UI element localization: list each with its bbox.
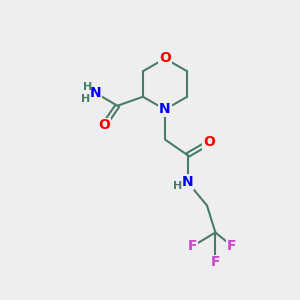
Text: N: N xyxy=(90,86,102,100)
Text: F: F xyxy=(188,239,198,253)
Text: N: N xyxy=(182,175,193,189)
Text: H: H xyxy=(173,181,182,191)
Text: O: O xyxy=(203,136,215,149)
Text: O: O xyxy=(98,118,110,132)
Text: F: F xyxy=(211,256,220,269)
Text: O: O xyxy=(159,52,171,65)
Text: N: N xyxy=(159,103,171,116)
Text: H: H xyxy=(81,94,90,103)
Text: H: H xyxy=(83,82,92,92)
Text: F: F xyxy=(227,239,237,253)
